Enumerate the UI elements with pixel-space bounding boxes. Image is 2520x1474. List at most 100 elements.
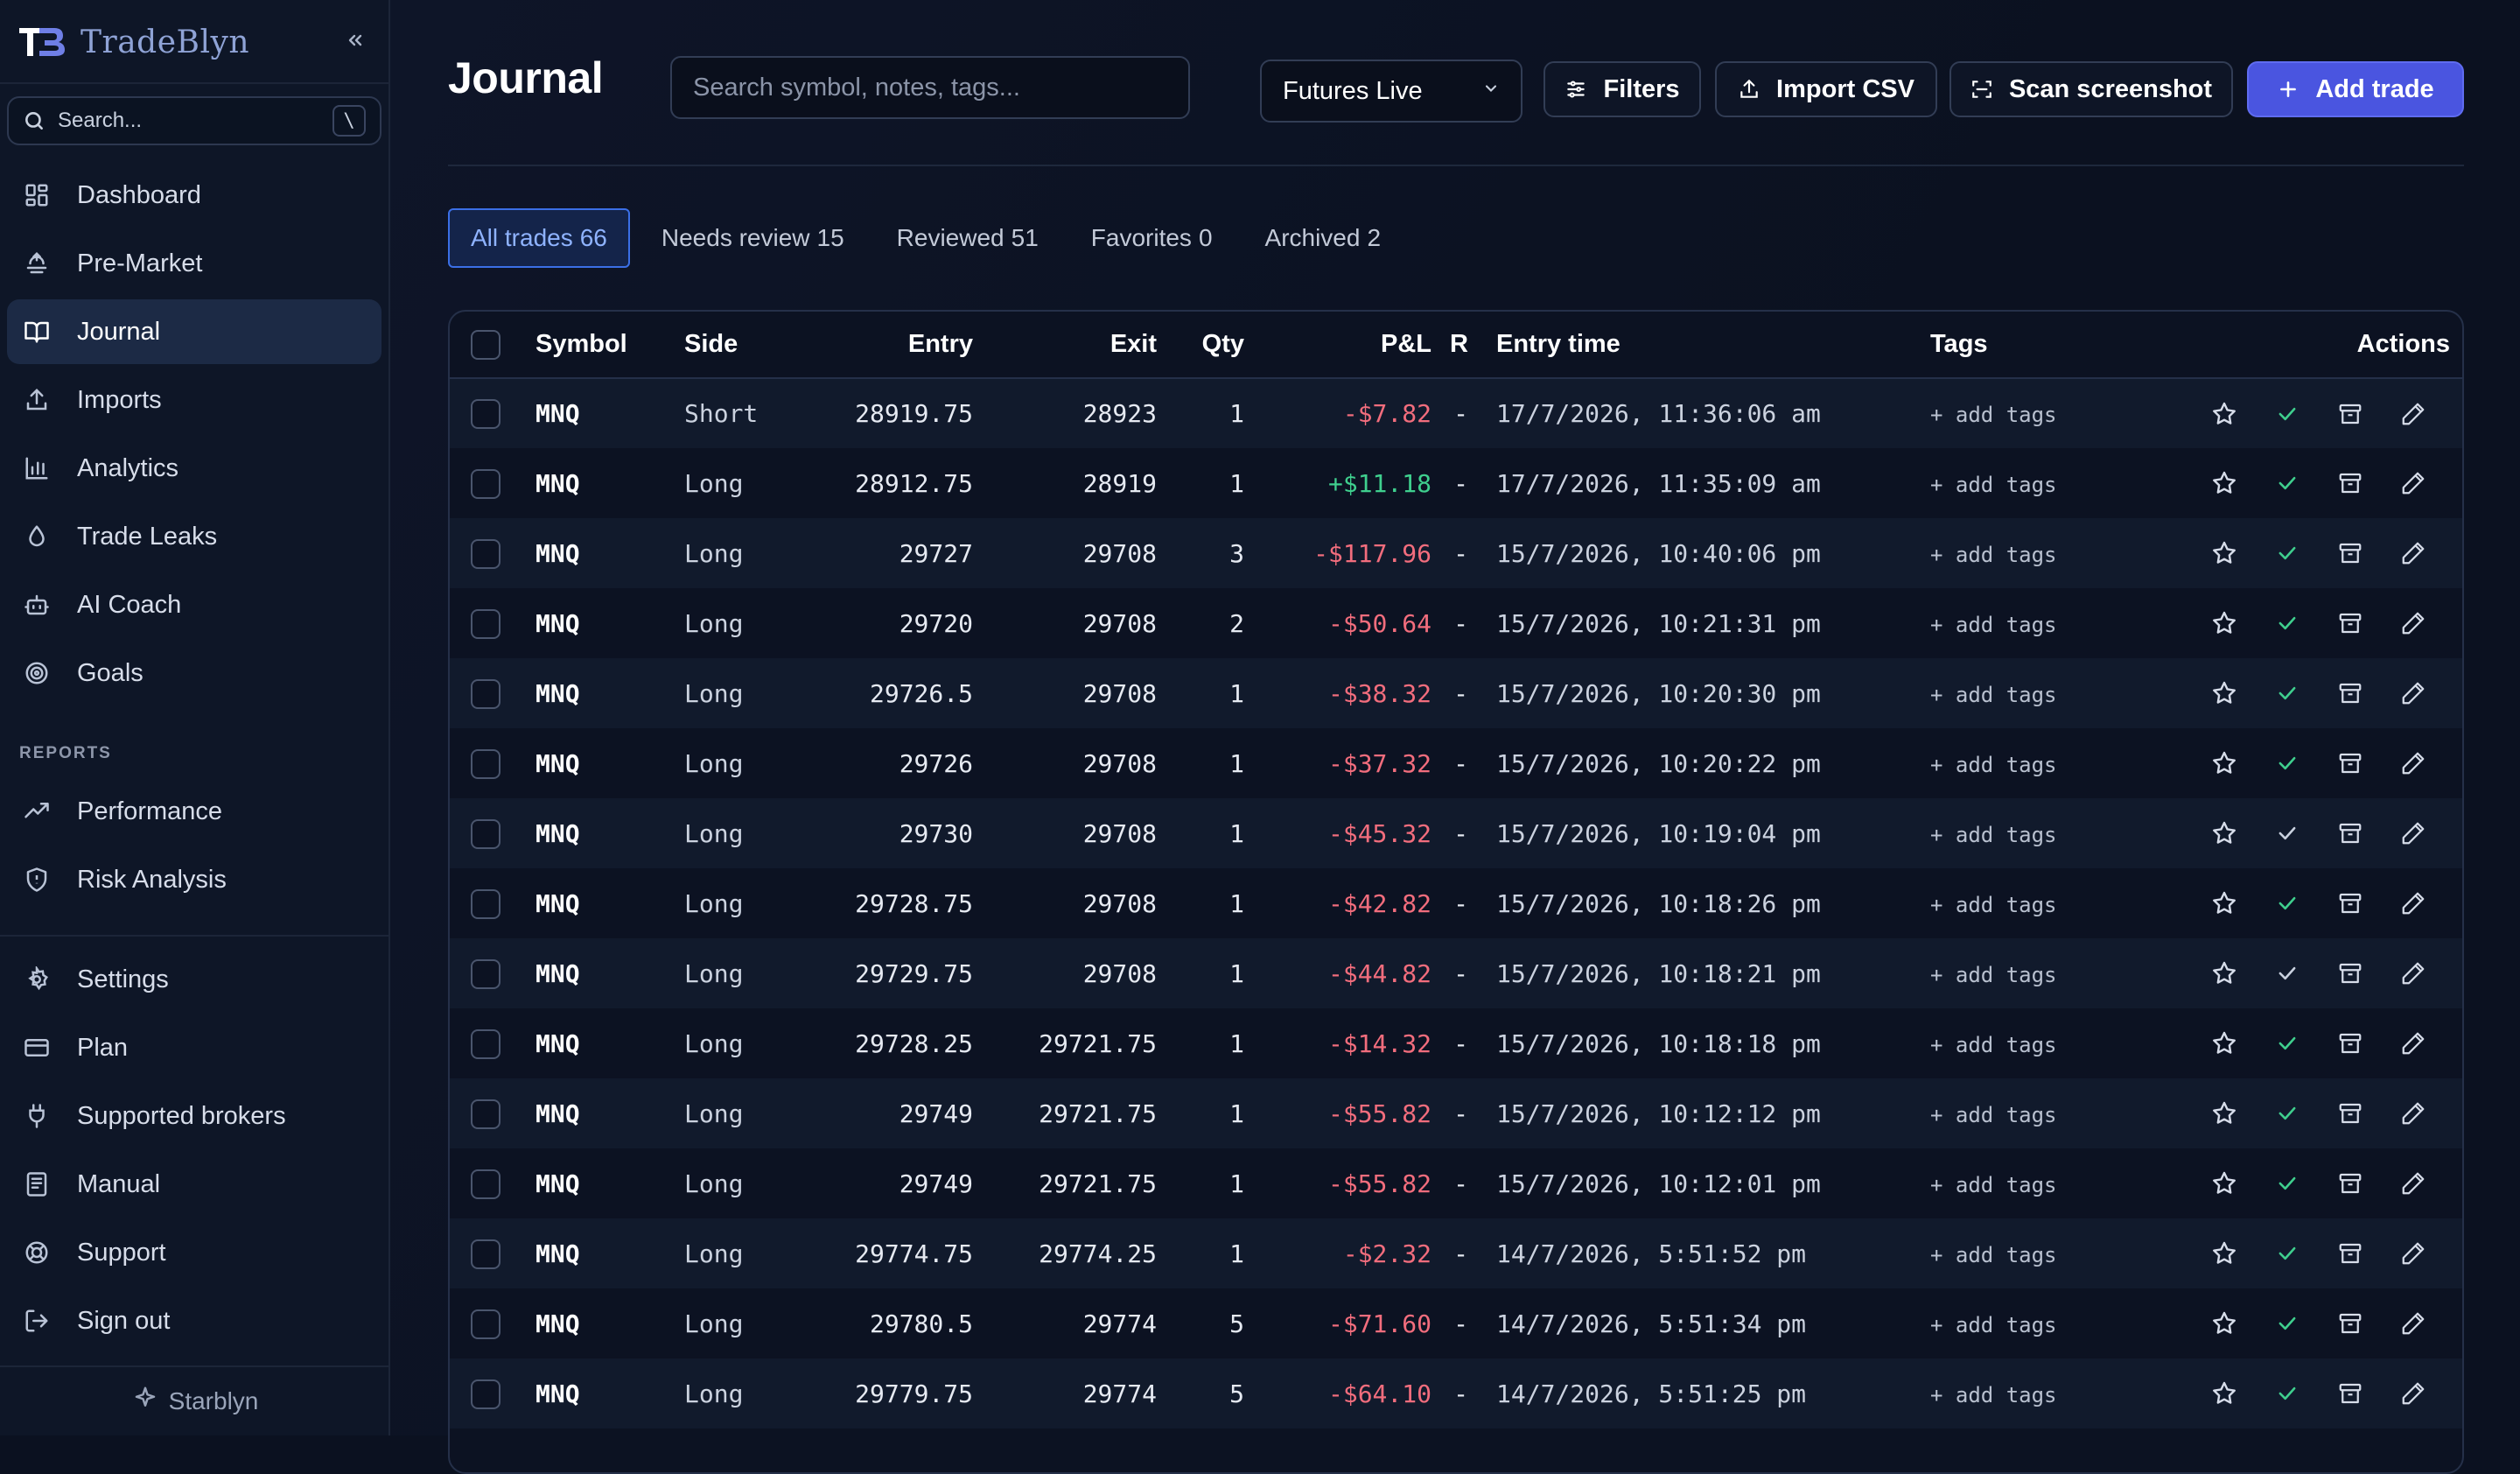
archive-icon[interactable]: [2319, 1374, 2382, 1413]
row-checkbox[interactable]: [471, 678, 500, 709]
row-checkbox[interactable]: [471, 608, 500, 639]
column-header-entry-time[interactable]: Entry time: [1484, 312, 1930, 379]
sidebar-item-dashboard[interactable]: Dashboard: [7, 163, 382, 228]
archive-icon[interactable]: [2319, 395, 2382, 433]
table-row[interactable]: MNQ Long 29727 29708 3 -$117.96-15/7/2026, 10…: [450, 518, 2462, 588]
sidebar-item-risk-analysis[interactable]: Risk Analysis: [7, 847, 382, 912]
column-header-exit[interactable]: Exit: [973, 312, 1157, 379]
add-trade-button[interactable]: Add trade: [2247, 61, 2464, 117]
edit-icon[interactable]: [2382, 1024, 2445, 1063]
archive-icon[interactable]: [2319, 604, 2382, 642]
row-checkbox[interactable]: [471, 468, 500, 499]
archive-icon[interactable]: [2319, 1094, 2382, 1133]
import-csv-button[interactable]: Import CSV: [1715, 61, 1937, 117]
archive-icon[interactable]: [2319, 1304, 2382, 1343]
sidebar-item-supported-brokers[interactable]: Supported brokers: [7, 1084, 382, 1148]
star-icon[interactable]: [2193, 674, 2256, 712]
add-tags-button[interactable]: + add tags: [1930, 1172, 2057, 1197]
row-checkbox[interactable]: [471, 1239, 500, 1269]
row-checkbox[interactable]: [471, 399, 500, 429]
row-checkbox[interactable]: [471, 748, 500, 779]
table-row[interactable]: MNQ Long 29729.75 29708 1 -$44.82-15/7/2026, …: [450, 938, 2462, 1008]
star-icon[interactable]: [2193, 1234, 2256, 1273]
add-tags-button[interactable]: + add tags: [1930, 1312, 2057, 1337]
check-icon[interactable]: [2256, 674, 2319, 712]
sidebar-item-imports[interactable]: Imports: [7, 368, 382, 432]
row-checkbox[interactable]: [471, 888, 500, 919]
star-icon[interactable]: [2193, 814, 2256, 853]
sidebar-item-performance[interactable]: Performance: [7, 779, 382, 844]
filters-button[interactable]: Filters: [1544, 61, 1701, 117]
row-checkbox[interactable]: [471, 1028, 500, 1059]
edit-icon[interactable]: [2382, 1164, 2445, 1203]
archive-icon[interactable]: [2319, 814, 2382, 853]
row-checkbox[interactable]: [471, 538, 500, 569]
star-icon[interactable]: [2193, 1374, 2256, 1413]
column-header-qty[interactable]: Qty: [1157, 312, 1244, 379]
tab-archived[interactable]: Archived 2: [1244, 208, 1403, 268]
search-input[interactable]: [670, 56, 1190, 119]
star-icon[interactable]: [2193, 744, 2256, 783]
table-row[interactable]: MNQ Long 29726.5 29708 1 -$38.32-15/7/2026, 1…: [450, 658, 2462, 728]
sidebar-item-plan[interactable]: Plan: [7, 1015, 382, 1080]
row-checkbox[interactable]: [471, 1169, 500, 1199]
edit-icon[interactable]: [2382, 604, 2445, 642]
archive-icon[interactable]: [2319, 884, 2382, 923]
archive-icon[interactable]: [2319, 954, 2382, 993]
edit-icon[interactable]: [2382, 814, 2445, 853]
add-tags-button[interactable]: + add tags: [1930, 752, 2057, 777]
check-icon[interactable]: [2256, 464, 2319, 502]
star-icon[interactable]: [2193, 1094, 2256, 1133]
sidebar-item-goals[interactable]: Goals: [7, 641, 382, 705]
sidebar-item-analytics[interactable]: Analytics: [7, 436, 382, 501]
add-tags-button[interactable]: + add tags: [1930, 892, 2057, 917]
column-header-symbol[interactable]: Symbol: [536, 312, 684, 379]
archive-icon[interactable]: [2319, 674, 2382, 712]
archive-icon[interactable]: [2319, 1164, 2382, 1203]
table-row[interactable]: MNQ Long 29726 29708 1 -$37.32-15/7/2026, 10:…: [450, 728, 2462, 798]
star-icon[interactable]: [2193, 1164, 2256, 1203]
table-row[interactable]: MNQ Short 28919.75 28923 1 -$7.82-17/7/2026, …: [450, 378, 2462, 448]
add-tags-button[interactable]: + add tags: [1930, 403, 2057, 427]
add-tags-button[interactable]: + add tags: [1930, 472, 2057, 497]
edit-icon[interactable]: [2382, 534, 2445, 572]
brand[interactable]: TradeBlyn: [16, 19, 249, 65]
edit-icon[interactable]: [2382, 884, 2445, 923]
account-select[interactable]: Futures Live: [1260, 60, 1522, 123]
sidebar-footer[interactable]: Starblyn: [0, 1367, 390, 1435]
star-icon[interactable]: [2193, 604, 2256, 642]
sidebar-item-journal[interactable]: Journal: [7, 299, 382, 364]
table-row[interactable]: MNQ Long 29730 29708 1 -$45.32-15/7/2026, 10:…: [450, 798, 2462, 868]
row-checkbox[interactable]: [471, 818, 500, 849]
check-icon[interactable]: [2256, 744, 2319, 783]
edit-icon[interactable]: [2382, 395, 2445, 433]
column-header-r[interactable]: R: [1432, 312, 1484, 379]
check-icon[interactable]: [2256, 1164, 2319, 1203]
star-icon[interactable]: [2193, 534, 2256, 572]
add-tags-button[interactable]: + add tags: [1930, 822, 2057, 847]
add-tags-button[interactable]: + add tags: [1930, 1032, 2057, 1057]
check-icon[interactable]: [2256, 814, 2319, 853]
column-header-entry[interactable]: Entry: [816, 312, 973, 379]
star-icon[interactable]: [2193, 1024, 2256, 1063]
sidebar-item-support[interactable]: Support: [7, 1220, 382, 1285]
edit-icon[interactable]: [2382, 464, 2445, 502]
check-icon[interactable]: [2256, 1304, 2319, 1343]
archive-icon[interactable]: [2319, 1234, 2382, 1273]
star-icon[interactable]: [2193, 464, 2256, 502]
column-header-pnl[interactable]: P&L: [1244, 312, 1432, 379]
tab-needs-review[interactable]: Needs review 15: [640, 208, 865, 268]
add-tags-button[interactable]: + add tags: [1930, 962, 2057, 987]
tab-all-trades[interactable]: All trades 66: [448, 208, 630, 268]
tab-reviewed[interactable]: Reviewed 51: [876, 208, 1060, 268]
edit-icon[interactable]: [2382, 1234, 2445, 1273]
star-icon[interactable]: [2193, 884, 2256, 923]
sidebar-item-sign-out[interactable]: Sign out: [7, 1288, 382, 1353]
table-row[interactable]: MNQ Long 29749 29721.75 1 -$55.82-15/7/2026, …: [450, 1078, 2462, 1148]
archive-icon[interactable]: [2319, 464, 2382, 502]
archive-icon[interactable]: [2319, 1024, 2382, 1063]
check-icon[interactable]: [2256, 954, 2319, 993]
row-checkbox[interactable]: [471, 1098, 500, 1129]
star-icon[interactable]: [2193, 1304, 2256, 1343]
add-tags-button[interactable]: + add tags: [1930, 1102, 2057, 1127]
